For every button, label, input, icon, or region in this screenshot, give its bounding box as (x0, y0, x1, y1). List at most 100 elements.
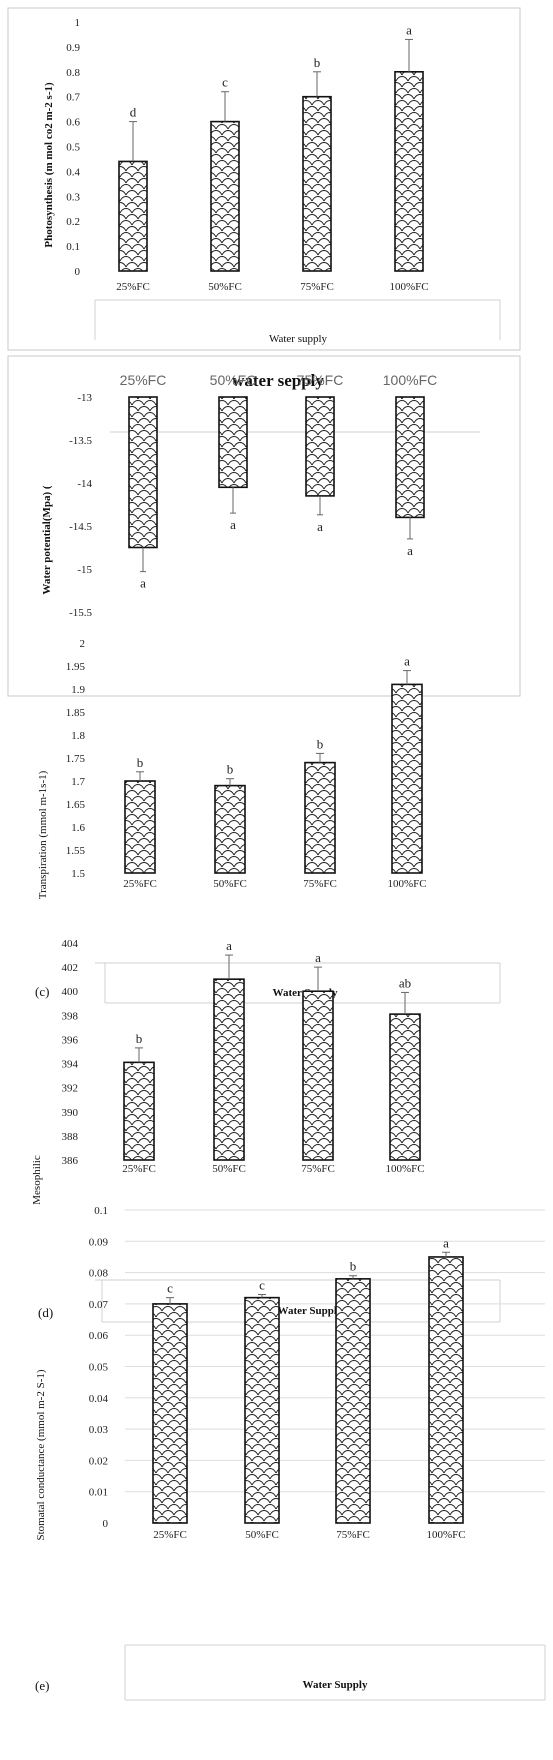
y-tick-label: 0.03 (89, 1424, 109, 1436)
bar (302, 990, 334, 1161)
category-labels: 25%FC 50%FC 75%FC 100%FC (153, 1529, 465, 1541)
category-label: 25%FC (123, 878, 157, 890)
category-label: 50%FC (212, 1163, 246, 1175)
category-label: 75%FC (336, 1529, 370, 1541)
y-tick-label: 1.95 (66, 661, 86, 673)
y-tick-labels: 0 0.1 0.2 0.3 0.4 0.5 0.6 0.7 0.8 0.9 1 (66, 17, 80, 278)
y-tick-label: 0.04 (89, 1393, 109, 1405)
bar (391, 683, 423, 874)
significance-letter: b (137, 755, 144, 770)
y-tick-labels: 0 0.01 0.02 0.03 0.04 0.05 0.06 0.07 0.08 0.09 0.1 (89, 1205, 109, 1530)
y-tick-label: 1.5 (71, 868, 85, 880)
significance-letter: a (406, 22, 412, 37)
y-tick-label: 0.02 (89, 1455, 108, 1467)
category-labels: 25%FC 50%FC 75%FC 100%FC (116, 281, 428, 293)
significance-letter: ab (399, 975, 411, 990)
category-label: 100%FC (385, 1163, 424, 1175)
y-tick-label: 1.8 (71, 730, 85, 742)
x-axis-label: Water supply (269, 333, 328, 345)
y-tick-label: 386 (62, 1155, 79, 1167)
y-tick-label: 0.5 (66, 142, 80, 154)
y-tick-label: 1.55 (66, 845, 86, 857)
bar (302, 95, 332, 272)
category-label: 75%FC (301, 1163, 335, 1175)
y-tick-label: 0.07 (89, 1299, 109, 1311)
significance-letter: d (130, 105, 137, 120)
category-labels: 25%FC 50%FC 75%FC 100%FC (122, 1163, 424, 1175)
y-axis-label: Stomatal conductance (mmol m-2 S-1) (35, 1369, 47, 1540)
bar (428, 1256, 464, 1524)
y-tick-label: 0.09 (89, 1236, 109, 1248)
category-labels: 25%FC 50%FC 75%FC 100%FC (120, 372, 438, 388)
significance-letter: a (443, 1235, 449, 1250)
panel-stomatal-conductance: Stomatal conductance (mmol m-2 S-1) Wate… (35, 1205, 546, 1701)
y-tick-label: 1 (75, 17, 81, 29)
significance-letter: b (317, 736, 324, 751)
y-tick-label: 1.85 (66, 707, 86, 719)
y-tick-label: 390 (62, 1107, 79, 1119)
y-tick-label: 0.9 (66, 42, 80, 54)
bar (123, 1061, 155, 1161)
y-tick-labels: -15.5 -15 -14.5 -14 -13.5 -13 (69, 392, 92, 619)
category-label: 75%FC (303, 878, 337, 890)
category-label: 25%FC (153, 1529, 187, 1541)
bar (213, 978, 245, 1161)
y-tick-label: 0.3 (66, 191, 80, 203)
gridlines (125, 1209, 545, 1493)
y-tick-label: 1.9 (71, 684, 85, 696)
category-label: 75%FC (297, 372, 344, 388)
y-tick-label: 1.75 (66, 753, 86, 765)
y-tick-label: -15.5 (69, 607, 92, 619)
category-label: 100%FC (389, 281, 428, 293)
chart-title: water sepply (232, 371, 324, 390)
category-label: 25%FC (116, 281, 150, 293)
y-tick-label: 404 (62, 938, 79, 950)
bar (128, 396, 158, 549)
panel-water-potential: water sepply Water potential(Mpa) ( -15.… (7, 355, 521, 697)
bars: c c b a (152, 1235, 464, 1524)
y-tick-label: 0.7 (66, 92, 80, 104)
bar (214, 784, 246, 874)
category-labels: 25%FC 50%FC 75%FC 100%FC (123, 878, 426, 890)
y-axis-label: Transpiration (mmol m-1s-1) (37, 770, 49, 899)
bar (305, 396, 335, 497)
significance-letter: b (227, 762, 234, 777)
bar (389, 1013, 421, 1161)
bar (304, 761, 336, 874)
y-axis-label: Water potential(Mpa) ( (41, 485, 53, 595)
y-tick-label: 0.1 (94, 1205, 108, 1217)
y-axis-label: Photosynthesis (m mol co2 m-2 s-1) (43, 82, 55, 248)
category-label: 100%FC (387, 878, 426, 890)
y-tick-label: 0.01 (89, 1487, 108, 1499)
x-axis-label: Water Supply (278, 1305, 343, 1317)
bar (395, 396, 425, 519)
y-tick-label: 0.05 (89, 1362, 109, 1374)
bar (335, 1278, 371, 1524)
bar (124, 780, 156, 874)
y-tick-labels: 386 388 390 392 394 396 398 400 402 404 (62, 938, 79, 1167)
panel-frame (7, 355, 521, 697)
bar (152, 1303, 188, 1524)
significance-letter: a (404, 654, 410, 669)
significance-letter: a (315, 950, 321, 965)
category-label: 100%FC (426, 1529, 465, 1541)
bar (394, 71, 424, 272)
y-tick-label: 388 (62, 1131, 79, 1143)
y-tick-label: -14 (77, 478, 92, 490)
y-tick-label: 0.06 (89, 1330, 109, 1342)
category-label: 75%FC (300, 281, 334, 293)
y-tick-label: -13.5 (69, 435, 92, 447)
significance-letter: b (314, 55, 321, 70)
y-tick-label: 0.2 (66, 216, 80, 228)
y-tick-label: -13 (77, 392, 92, 404)
y-tick-label: 2 (80, 638, 86, 650)
category-label: 50%FC (210, 372, 257, 388)
significance-letter: a (226, 938, 232, 953)
panel-photosynthesis: Photosynthesis (m mol co2 m-2 s-1) Water… (7, 7, 521, 351)
significance-letter: b (136, 1031, 143, 1046)
y-tick-label: 1.7 (71, 776, 85, 788)
y-tick-label: 0.6 (66, 117, 80, 129)
bar (244, 1296, 280, 1524)
y-tick-labels: 1.5 1.55 1.6 1.65 1.7 1.75 1.8 1.85 1.9 1.95 2 (66, 638, 86, 880)
